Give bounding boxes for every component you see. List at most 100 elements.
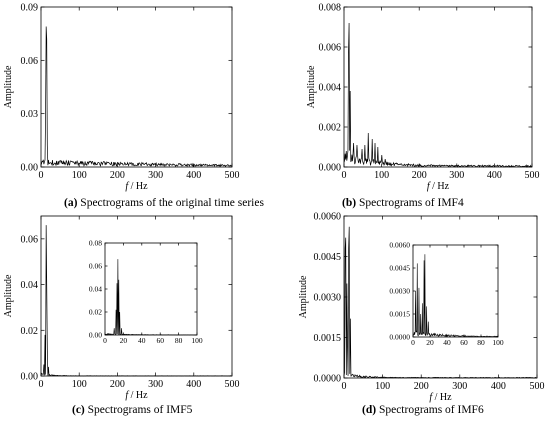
panel-0-ytick-label: 0.03 [21, 109, 39, 120]
panel-3-series-line [343, 226, 537, 379]
panel-2-xlabel-unit: / Hz [128, 390, 148, 401]
panel-2-ytick-label: 0.04 [21, 280, 39, 291]
panel-0-xlabel-unit: / Hz [128, 181, 148, 192]
panel-3-xlabel: f / Hz [429, 392, 452, 403]
inset-3-ytick-label: 0.0030 [389, 287, 410, 296]
caption-c-letter: (c) [72, 404, 85, 416]
inset-3-ytick-label: 0.0015 [389, 310, 410, 319]
inset-3-frame [412, 244, 499, 338]
panel-0-group: 0 100 200 300 400 500 0.00 0.03 0.06 0.09 Amplitud… [3, 3, 240, 193]
panel-1-ytick-label: 0.004 [319, 83, 342, 94]
inset-3-xtick-label: 20 [426, 338, 434, 347]
panel-1-xtick-label: 400 [487, 170, 502, 181]
panel-1-ytick-label: 0.008 [319, 3, 342, 14]
caption-a-letter: (a) [64, 197, 78, 209]
inset-2-ytick-label: 0.04 [89, 285, 102, 294]
panel-1-ylabel: Amplitude [306, 65, 317, 108]
panel-3-xtick-label: 500 [530, 381, 545, 392]
inset-3-xtick-label: 60 [460, 338, 468, 347]
panel-0-xlabel: f / Hz [125, 181, 148, 192]
caption-b: (b) Spectrograms of IMF4 [342, 197, 464, 209]
panel-0-xlabel-var: f [125, 181, 129, 192]
panel-1-xtick-label: 200 [412, 170, 427, 181]
panel-1-ytick-label: 0.002 [319, 123, 342, 134]
inset-2-xtick-label: 60 [156, 336, 164, 345]
panel-0-series-line [40, 26, 232, 168]
panel-0-ytick-label: 0.06 [21, 56, 39, 67]
panel-1-series-line [343, 22, 532, 168]
panel-3-ytick-label: 0.0000 [314, 374, 342, 385]
inset-2-xtick-label: 20 [120, 336, 128, 345]
panel-2-ytick-label: 0.06 [21, 234, 39, 245]
panel-3-xlabel-unit: / Hz [432, 392, 452, 403]
panel-1-group: 0 100 200 300 400 500 0.000 0.002 0.004 0.006 0.00… [306, 3, 540, 193]
inset-3-xtick-label: 0 [411, 338, 415, 347]
inset-2-frame [104, 242, 198, 336]
caption-d-text: Spectrograms of IMF6 [376, 404, 484, 416]
panel-3-xtick-label: 300 [452, 381, 467, 392]
inset-3-xtick-label: 40 [443, 338, 451, 347]
panel-2-xtick-label: 400 [186, 379, 201, 390]
panel-3-ytick-label: 0.0030 [314, 293, 342, 304]
inset-2-xtick-label: 40 [138, 336, 146, 345]
panel-2-ytick-label: 0.00 [21, 372, 39, 383]
panel-2-xtick-label: 100 [72, 379, 87, 390]
inset-3-ytick-label: 0.0060 [389, 241, 410, 250]
inset-2-ytick-label: 0.00 [89, 331, 102, 340]
panel-0-ytick-label: 0.00 [21, 163, 39, 174]
inset-2-series-line [104, 259, 198, 336]
panel-3-xlabel-var: f [429, 392, 433, 403]
panel-0-xtick-label: 500 [225, 170, 240, 181]
inset-2-xtick-label: 80 [175, 336, 183, 345]
panel-1-xtick-label: 100 [374, 170, 389, 181]
panel-2-xtick-label: 500 [225, 379, 240, 390]
caption-a-text: Spectrograms of the original time series [77, 197, 264, 209]
panel-3-xtick-label: 400 [491, 381, 506, 392]
inset-3-series-line [412, 254, 499, 338]
panel-3-ytick-label: 0.0015 [314, 333, 342, 344]
panel-2-ylabel: Amplitude [3, 274, 14, 317]
panel-3-xtick-label: 200 [414, 381, 429, 392]
panel-2-xtick-label: 300 [148, 379, 163, 390]
panel-1-xlabel: f / Hz [427, 181, 450, 192]
caption-d: (d) Spectrograms of IMF6 [362, 404, 484, 416]
inset-3-ytick-label: 0.0045 [389, 264, 410, 273]
panel-1-xtick-label: 0 [342, 170, 347, 181]
panel-0-ylabel: Amplitude [3, 65, 14, 108]
panel-0-xtick-label: 300 [148, 170, 163, 181]
inset-2-ytick-label: 0.02 [89, 308, 102, 317]
panel-3-xtick-label: 0 [342, 381, 347, 392]
caption-b-letter: (b) [342, 197, 357, 209]
panel-2-xlabel: f / Hz [125, 390, 148, 401]
panel-2-xtick-label: 200 [110, 379, 125, 390]
panel-0-xtick-label: 200 [110, 170, 125, 181]
inset-2-ytick-label: 0.08 [89, 239, 102, 248]
panel-1-xtick-label: 500 [525, 170, 540, 181]
panel-3-ytick-label: 0.0060 [314, 212, 342, 223]
panel-1-ytick-label: 0.000 [319, 163, 342, 174]
inset-2-ytick-label: 0.06 [89, 262, 102, 271]
inset-3-group: 0 20 40 60 80 100 0.0000 0.0015 0.0030 0.0045 0.00… [389, 241, 504, 348]
panel-1-xtick-label: 300 [449, 170, 464, 181]
panel-1-xlabel-var: f [427, 181, 431, 192]
inset-3-ytick-label: 0.0000 [389, 333, 410, 342]
caption-c-text: Spectrograms of IMF5 [84, 404, 193, 416]
panel-2-xtick-label: 0 [39, 379, 44, 390]
inset-2-group: 0 20 40 60 80 100 0.00 0.02 0.04 0.06 0.08 [89, 239, 203, 346]
panel-0-ytick-label: 0.09 [21, 3, 39, 14]
panel-2-xlabel-var: f [125, 390, 129, 401]
inset-3-xtick-label: 80 [477, 338, 485, 347]
inset-2-xtick-label: 0 [103, 336, 107, 345]
panel-2-ytick-label: 0.02 [21, 326, 39, 337]
panel-1-xlabel-unit: / Hz [430, 181, 450, 192]
panel-3-ylabel: Amplitude [298, 275, 309, 318]
inset-3-xtick-label: 100 [492, 338, 504, 347]
caption-c: (c) Spectrograms of IMF5 [72, 404, 192, 416]
panel-3-ytick-label: 0.0045 [314, 252, 342, 263]
caption-a: (a) Spectrograms of the original time se… [64, 197, 264, 209]
panel-0-xtick-label: 400 [186, 170, 201, 181]
caption-b-text: Spectrograms of IMF4 [356, 197, 464, 209]
panel-0-xtick-label: 0 [39, 170, 44, 181]
caption-d-letter: (d) [362, 404, 377, 416]
